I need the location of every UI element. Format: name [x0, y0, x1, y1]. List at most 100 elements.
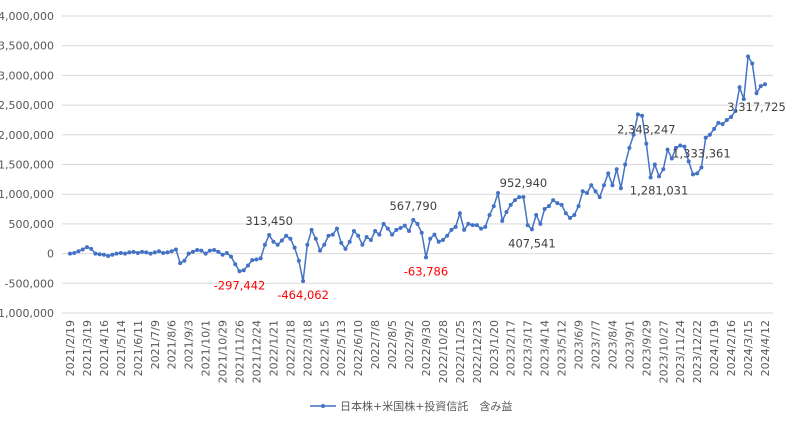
data-point	[720, 122, 725, 127]
data-point	[733, 109, 738, 114]
data-point	[288, 236, 293, 241]
data-point	[118, 251, 123, 256]
data-point	[703, 135, 708, 140]
data-point	[173, 247, 178, 252]
data-label: 2,343,247	[617, 123, 676, 137]
y-tick-label: -500,000	[5, 277, 54, 290]
x-tick-label: 2023/9/1	[623, 320, 636, 369]
x-tick-label: 2021/11/26	[234, 320, 247, 383]
x-tick-label: 2023/2/17	[505, 320, 518, 376]
data-point	[152, 250, 157, 255]
data-point	[758, 84, 763, 89]
x-tick-label: 2022/1/21	[267, 320, 280, 376]
data-point	[737, 85, 742, 90]
data-point	[220, 252, 225, 257]
data-point	[542, 207, 547, 212]
data-point	[457, 211, 462, 216]
data-point	[156, 249, 161, 254]
x-tick-label: 2023/11/24	[674, 320, 687, 383]
data-label: 1,281,031	[630, 183, 689, 197]
data-point	[258, 256, 263, 261]
x-tick-label: 2021/2/19	[64, 320, 77, 376]
data-point	[419, 230, 424, 235]
data-point	[483, 224, 488, 229]
data-point	[479, 226, 484, 231]
data-point	[144, 250, 149, 255]
data-point	[322, 242, 327, 247]
data-point	[576, 204, 581, 209]
data-point	[368, 237, 373, 242]
y-tick-label: 4,000,000	[0, 10, 54, 23]
data-point	[690, 172, 695, 177]
x-tick-label: 2021/9/3	[183, 320, 196, 369]
data-point	[546, 204, 551, 209]
data-point	[305, 242, 310, 247]
data-point	[517, 195, 522, 200]
x-tick-label: 2022/9/30	[420, 320, 433, 376]
data-point	[76, 249, 81, 254]
x-tick-label: 2022/7/8	[369, 320, 382, 369]
x-tick-label: 2023/7/7	[589, 320, 602, 369]
data-point	[652, 162, 657, 167]
data-point	[318, 248, 323, 253]
data-point	[182, 258, 187, 263]
y-tick-label: 1,500,000	[0, 159, 54, 172]
data-point	[110, 252, 115, 257]
data-point	[262, 242, 267, 247]
data-point	[580, 189, 585, 194]
data-point	[525, 223, 530, 228]
data-point	[682, 144, 687, 149]
data-point	[529, 227, 534, 232]
x-tick-label: 2022/8/5	[386, 320, 399, 369]
x-tick-label: 2023/8/4	[606, 320, 619, 369]
x-tick-label: 2023/3/17	[522, 320, 535, 376]
x-tick-label: 2023/4/14	[539, 320, 552, 376]
x-tick-label: 2022/11/25	[454, 320, 467, 383]
data-point	[360, 242, 365, 247]
data-point	[398, 226, 403, 231]
data-point	[377, 232, 382, 237]
data-point	[203, 251, 208, 256]
y-tick-label: 2,000,000	[0, 129, 54, 142]
data-label: -63,786	[404, 264, 448, 278]
data-point	[606, 171, 611, 176]
data-label: 1,333,361	[672, 146, 731, 160]
data-point	[284, 233, 289, 238]
data-point	[330, 232, 335, 237]
data-point	[551, 198, 556, 203]
data-point	[165, 250, 170, 255]
x-tick-label: 2024/4/12	[759, 320, 772, 376]
y-tick-label: 3,000,000	[0, 69, 54, 82]
data-point	[161, 251, 166, 256]
data-point	[487, 212, 492, 217]
data-point	[250, 258, 255, 263]
data-point	[436, 239, 441, 244]
legend-label: 日本株+米国株+投資信託 含み益	[340, 399, 512, 413]
data-point	[449, 227, 454, 232]
data-label: 313,450	[245, 214, 293, 228]
data-point	[695, 171, 700, 176]
data-point	[440, 237, 445, 242]
data-point	[402, 223, 407, 228]
data-point	[644, 141, 649, 146]
data-point	[356, 233, 361, 238]
data-point	[296, 258, 301, 263]
y-tick-label: -1,000,000	[0, 307, 54, 320]
data-point	[381, 221, 386, 226]
x-tick-label: 2024/3/15	[742, 320, 755, 376]
data-point	[724, 117, 729, 122]
data-point	[669, 156, 674, 161]
data-point	[466, 221, 471, 226]
data-point	[716, 120, 721, 125]
data-point	[648, 175, 653, 180]
data-label: 952,940	[500, 176, 548, 190]
data-label: 3,317,725	[727, 100, 786, 114]
data-point	[474, 223, 479, 228]
data-point	[741, 97, 746, 102]
data-point	[199, 248, 204, 253]
x-tick-label: 2022/2/18	[284, 320, 297, 376]
data-point	[343, 246, 348, 251]
data-point	[563, 211, 568, 216]
data-point	[678, 143, 683, 148]
data-point	[135, 251, 140, 256]
